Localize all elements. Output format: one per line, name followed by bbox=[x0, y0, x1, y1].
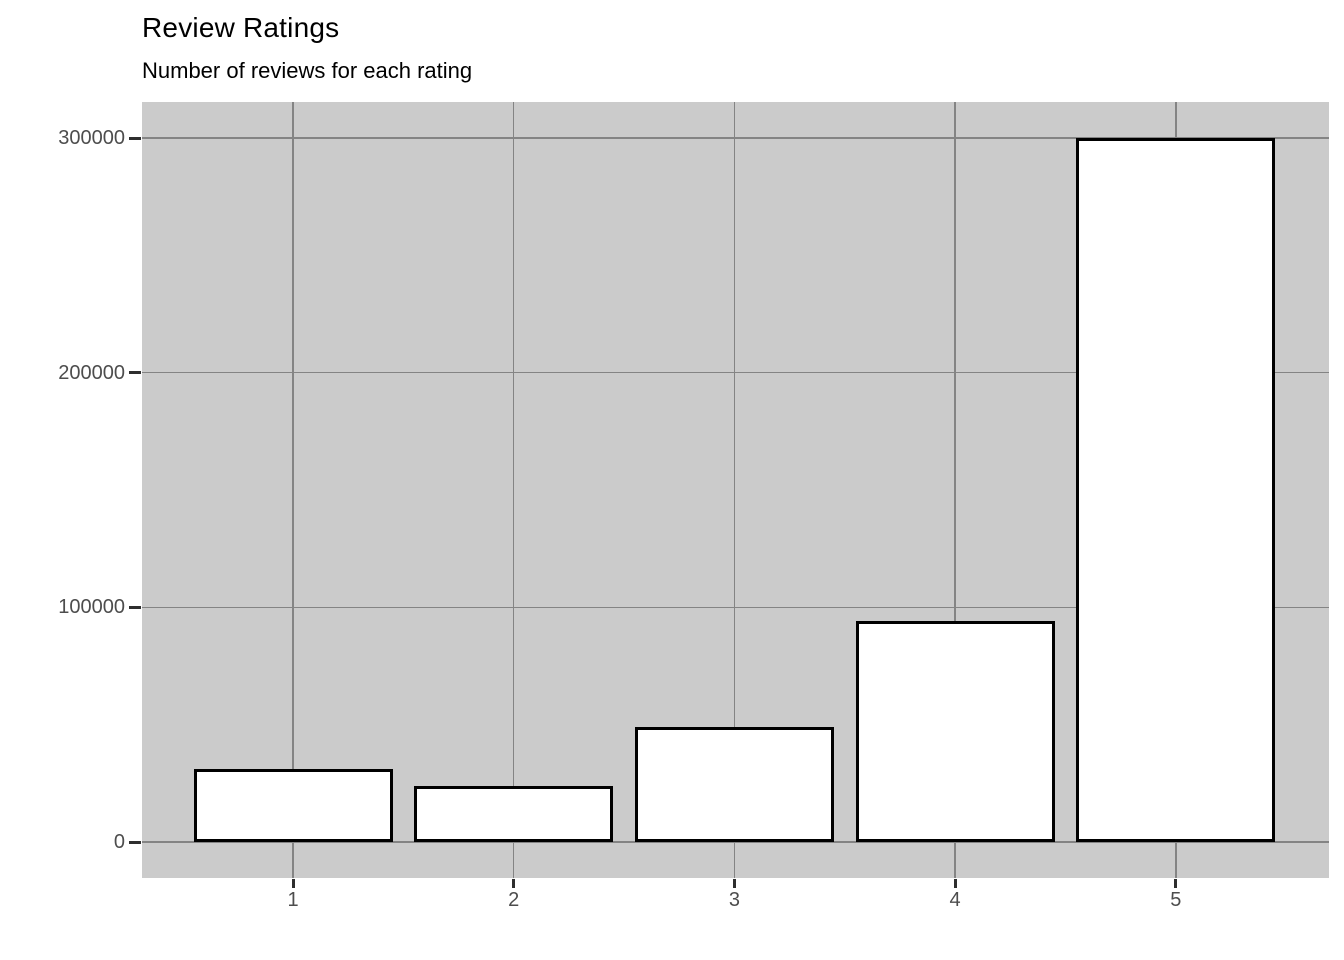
y-axis-tick-label: 100000 bbox=[58, 596, 125, 619]
bar-rating-1 bbox=[193, 769, 393, 842]
bar-rating-3 bbox=[634, 727, 834, 842]
y-axis-tick bbox=[129, 840, 141, 844]
x-axis-tick-label: 2 bbox=[508, 889, 520, 911]
bar-rating-5 bbox=[1076, 138, 1276, 842]
bar-rating-4 bbox=[855, 621, 1055, 842]
v-gridline bbox=[954, 102, 956, 878]
x-axis-tick-label: 3 bbox=[728, 889, 740, 911]
x-axis-tick-label: 1 bbox=[287, 889, 299, 911]
v-gridline bbox=[512, 102, 515, 878]
v-gridline bbox=[733, 102, 736, 878]
x-axis-tick-label: 4 bbox=[949, 889, 961, 911]
chart-title: Review Ratings bbox=[142, 12, 340, 43]
chart-subtitle: Number of reviews for each rating bbox=[142, 58, 473, 83]
h-gridline bbox=[142, 137, 1329, 139]
x-axis-tick bbox=[291, 879, 295, 888]
y-axis-tick bbox=[129, 605, 141, 609]
y-axis-tick bbox=[129, 136, 141, 140]
bar-rating-2 bbox=[414, 785, 614, 842]
x-axis-tick bbox=[512, 879, 516, 888]
h-gridline bbox=[142, 371, 1329, 374]
x-axis-tick bbox=[732, 879, 736, 888]
plot-panel bbox=[142, 102, 1329, 878]
y-axis-tick-label: 200000 bbox=[58, 361, 125, 384]
y-axis-tick-label: 300000 bbox=[58, 127, 125, 149]
y-axis-tick-label: 0 bbox=[113, 831, 125, 853]
x-axis-tick bbox=[953, 879, 957, 888]
x-axis-tick bbox=[1174, 879, 1178, 888]
h-gridline bbox=[142, 606, 1329, 609]
h-gridline bbox=[142, 841, 1329, 843]
y-axis-tick bbox=[129, 371, 141, 375]
x-axis-tick-label: 5 bbox=[1170, 889, 1182, 911]
v-gridline bbox=[292, 102, 294, 878]
